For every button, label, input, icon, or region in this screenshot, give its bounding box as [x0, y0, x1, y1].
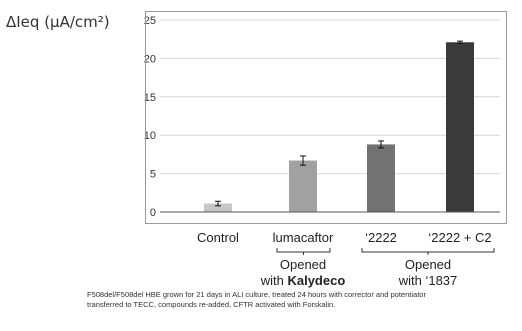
error-bars	[215, 40, 463, 207]
bar	[204, 203, 232, 212]
y-tick-label: 20	[144, 53, 156, 65]
footnote-line2: transferred to TECC, compounds re-added,…	[87, 300, 336, 309]
group-label-line1: Opened	[404, 257, 452, 272]
y-axis-title: ΔIeq (μA/cm²)	[6, 13, 110, 31]
plot-frame	[145, 11, 507, 224]
bar	[446, 42, 474, 212]
y-tick-label: 15	[144, 92, 156, 104]
bar	[367, 144, 395, 212]
group-brace-1	[276, 248, 331, 255]
bars	[204, 42, 474, 212]
bar	[289, 160, 317, 212]
gridlines	[160, 19, 500, 175]
category-label-2222: ‘2222	[365, 230, 397, 245]
footnote-line1: F508del/F508del HBE grown for 21 days in…	[87, 290, 426, 299]
category-label-control: Control	[197, 230, 239, 245]
y-tick-label: 5	[150, 169, 156, 181]
group-label-line1: Opened	[279, 257, 327, 272]
y-tick-label: 25	[144, 15, 156, 27]
footnote: F508del/F508del HBE grown for 21 days in…	[87, 290, 426, 310]
y-tick-label: 0	[150, 207, 156, 219]
y-tick-label: 10	[144, 130, 156, 142]
group-label-line2: with ‘1837	[398, 273, 458, 288]
group-brace-2	[361, 248, 495, 255]
group-label-kalydeco: Opened with Kalydeco	[261, 257, 346, 289]
category-label-lumacaftor: lumacaftor	[272, 230, 334, 245]
category-label-2222-c2: ‘2222 + C2	[428, 230, 492, 245]
group-label-line2: with Kalydeco	[260, 273, 346, 288]
y-tick-labels: 0 5 10 15 20 25	[144, 15, 156, 219]
group-label-1837: Opened with ‘1837	[399, 257, 458, 289]
